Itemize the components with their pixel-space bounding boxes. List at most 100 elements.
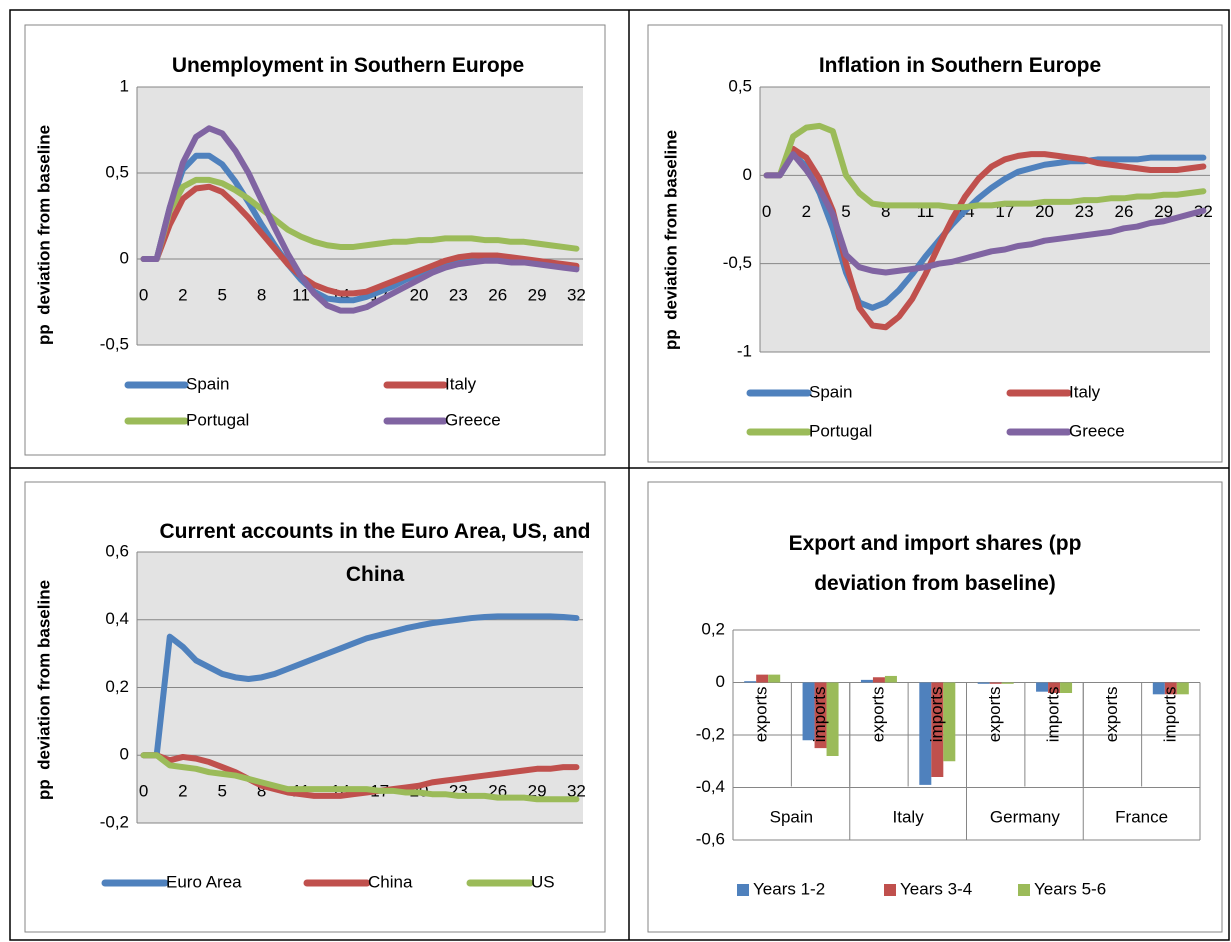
bar [989,682,1002,684]
x-tick-label: 8 [881,202,890,221]
x-tick-label: 20 [1035,202,1054,221]
x-tick-label: exports [1102,687,1121,743]
y-tick-label: -0,5 [100,334,129,353]
bar [943,682,956,762]
bar [860,679,873,683]
x-tick-label: 2 [802,202,811,221]
y-tick-label: -0,2 [696,724,725,743]
x-tick-label: 5 [218,782,227,801]
legend-swatch [884,884,896,896]
x-tick-label: 26 [1115,202,1134,221]
x-tick-label: 8 [257,285,266,304]
series-line [140,752,580,799]
bar [872,677,885,683]
bar [1176,682,1189,695]
legend-label: US [531,872,555,891]
bar [802,682,815,741]
bar [1164,682,1177,695]
legend-label: Years 3-4 [900,879,972,898]
x-tick-label: 0 [762,202,771,221]
y-tick-label: 0 [120,745,129,764]
chart-title: Export and import shares (pp deviation f… [788,532,1082,595]
x-tick-label: exports [868,687,887,743]
x-tick-label: 5 [841,202,850,221]
bar [768,674,781,683]
bar [977,682,990,684]
x-tick-label: 2 [178,285,187,304]
series-line [140,183,580,297]
x-tick-label: 8 [257,782,266,801]
x-tick-label: 11 [292,285,310,304]
y-tick-label: 0,5 [728,76,752,95]
bar [826,682,839,756]
bar [744,681,757,683]
y-tick-label: -0,2 [100,812,129,831]
legend-swatch [1018,884,1030,896]
y-tick-label: -1 [737,341,752,360]
x-tick-label: 29 [528,285,547,304]
y-tick-label: -0,4 [696,777,725,796]
bar [756,674,769,683]
y-tick-label: -0,5 [723,253,752,272]
x-tick-label: 32 [567,285,586,304]
x-tick-label: 23 [449,285,468,304]
legend-label: Portugal [186,410,249,429]
y-tick-label: 0 [120,248,129,267]
y-tick-label: 0,4 [105,609,129,628]
group-label: Italy [893,807,925,826]
series-line [140,125,580,314]
legend-swatch [737,884,749,896]
legend-label: Euro Area [166,872,242,891]
y-tick-label: 1 [120,76,129,95]
x-tick-label: 20 [410,285,429,304]
legend-label: Portugal [809,421,872,440]
x-tick-label: 0 [139,782,148,801]
y-axis-label: pp deviation from baseline [34,125,53,345]
x-tick-label: imports [1044,687,1063,743]
x-tick-label: imports [1160,687,1179,743]
y-tick-label: 0,5 [105,162,129,181]
y-tick-label: 0,6 [105,541,129,560]
bar [814,682,827,749]
chart-title: Unemployment in Southern Europe [171,54,525,77]
chart-title: Current accounts in the Euro Area, US, a… [159,520,591,586]
legend-label: Years 1-2 [753,879,825,898]
x-tick-label: 26 [488,285,507,304]
bar [1060,682,1073,693]
chart-title: Inflation in Southern Europe [818,54,1102,77]
group-label: Germany [990,807,1060,826]
series-line [140,752,580,803]
legend-label: Years 5-6 [1034,879,1106,898]
legend-label: Spain [186,374,229,393]
x-tick-label: 23 [1075,202,1094,221]
legend-label: Italy [1069,382,1101,401]
legend-label: China [368,872,413,891]
y-tick-label: 0 [743,165,752,184]
y-tick-label: 0,2 [105,677,129,696]
series-line [763,151,1207,276]
legend-label: Greece [1069,421,1125,440]
y-tick-label: 0 [716,672,725,691]
x-tick-label: 2 [178,782,187,801]
legend-label: Greece [445,410,501,429]
group-label: France [1115,807,1168,826]
y-axis-label: pp deviation from baseline [34,580,53,800]
bar [1152,682,1165,695]
series-line [763,122,1207,211]
legend-label: Spain [809,382,852,401]
y-tick-label: -0,6 [696,829,725,848]
bar [884,675,897,683]
x-tick-label: 5 [218,285,227,304]
y-axis-label: pp deviation from baseline [661,130,680,350]
x-tick-label: imports [810,687,829,743]
bar [919,682,932,785]
group-label: Spain [770,807,813,826]
bar [931,682,944,777]
bar [1001,682,1014,684]
x-tick-label: exports [985,687,1004,743]
series-line [140,613,580,759]
x-tick-label: 32 [567,782,586,801]
legend-label: Italy [445,374,477,393]
